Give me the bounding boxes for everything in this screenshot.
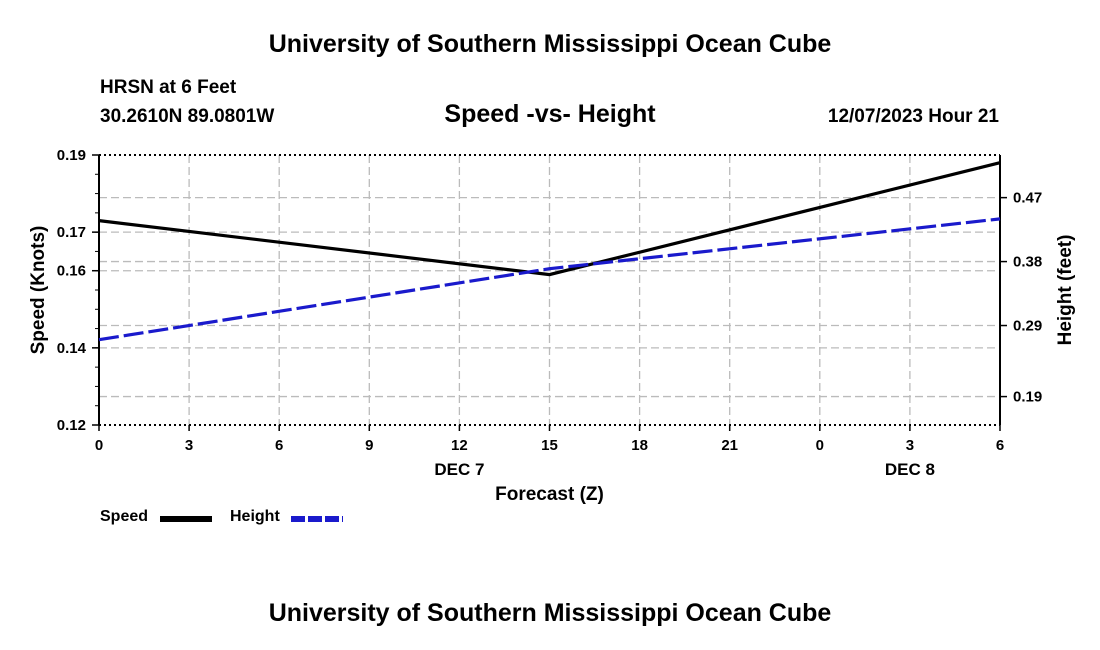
x-tick-label: 0 — [816, 437, 824, 454]
axes: 0 3 6 9 12 15 18 21 0 3 6 DEC 7 DEC 8 0.12 0.14 0.16 0.1… — [57, 147, 1042, 479]
y-axis-title: Speed (Knots) — [28, 226, 49, 355]
x-tick-label: 9 — [365, 437, 373, 454]
series-layer — [98, 161, 1001, 342]
x-tick-label: 6 — [275, 437, 283, 454]
legend-speed-swatch — [160, 516, 212, 522]
legend-speed-label: Speed — [100, 508, 149, 525]
chart-title: Speed -vs- Height — [444, 100, 656, 128]
x-tick-label: 21 — [721, 437, 738, 454]
y-tick-label: 0.19 — [57, 147, 86, 164]
legend-height-swatch — [291, 516, 343, 522]
x-tick-label: 12 — [451, 437, 468, 454]
y2-tick-label: 0.19 — [1013, 389, 1042, 406]
y2-axis-title: Height (feet) — [1055, 235, 1076, 346]
y2-tick-label: 0.38 — [1013, 254, 1042, 271]
x-axis-title: Forecast (Z) — [495, 484, 604, 505]
y2-tick-label: 0.47 — [1013, 190, 1042, 207]
legend-height-label: Height — [230, 508, 280, 525]
x-date-label: DEC 7 — [434, 460, 484, 479]
coordinates-label: 30.2610N 89.0801W — [100, 106, 275, 127]
timestamp-label: 12/07/2023 Hour 21 — [827, 106, 999, 127]
series-speed-line — [98, 161, 1001, 277]
y-tick-label: 0.16 — [57, 263, 86, 280]
x-date-label: DEC 8 — [885, 460, 935, 479]
grid — [99, 155, 1000, 425]
x-tick-label: 6 — [996, 437, 1004, 454]
y-tick-label: 0.14 — [57, 340, 87, 357]
x-tick-label: 18 — [631, 437, 648, 454]
series-height-line — [98, 217, 1001, 342]
x-tick-label: 3 — [906, 437, 914, 454]
y-tick-label: 0.12 — [57, 417, 86, 434]
x-tick-label: 0 — [95, 437, 103, 454]
page-title: University of Southern Mississippi Ocean… — [268, 30, 832, 58]
axis-labels: Forecast (Z) Speed (Knots) Height (feet) — [28, 226, 1076, 505]
footer-title: University of Southern Mississippi Ocean… — [268, 599, 832, 627]
x-tick-label: 3 — [185, 437, 193, 454]
y2-tick-label: 0.29 — [1013, 318, 1042, 335]
y-tick-label: 0.17 — [57, 224, 86, 241]
x-tick-label: 15 — [541, 437, 558, 454]
station-label: HRSN at 6 Feet — [100, 77, 237, 98]
